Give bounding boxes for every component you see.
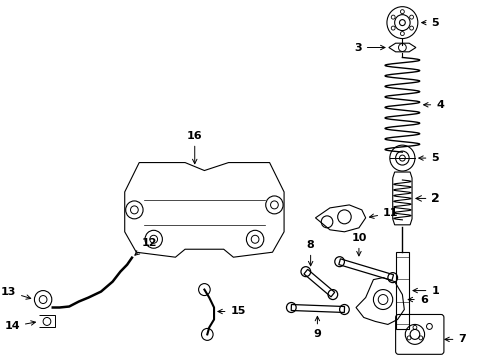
Text: 7: 7: [445, 334, 466, 345]
Text: 9: 9: [314, 316, 321, 339]
Text: 1: 1: [413, 285, 439, 296]
Text: 11: 11: [369, 208, 398, 219]
Text: 5: 5: [422, 18, 439, 28]
Text: 6: 6: [408, 294, 428, 305]
Text: 15: 15: [218, 306, 246, 316]
Text: 3: 3: [354, 42, 385, 53]
Text: 4: 4: [424, 100, 444, 110]
Text: 10: 10: [351, 233, 367, 256]
Text: 8: 8: [307, 240, 315, 266]
Text: 2: 2: [416, 192, 440, 205]
Text: 12: 12: [135, 238, 157, 255]
Text: 5: 5: [419, 153, 439, 163]
Text: 16: 16: [187, 131, 202, 164]
Text: 14: 14: [4, 321, 35, 332]
Text: 13: 13: [0, 287, 31, 299]
